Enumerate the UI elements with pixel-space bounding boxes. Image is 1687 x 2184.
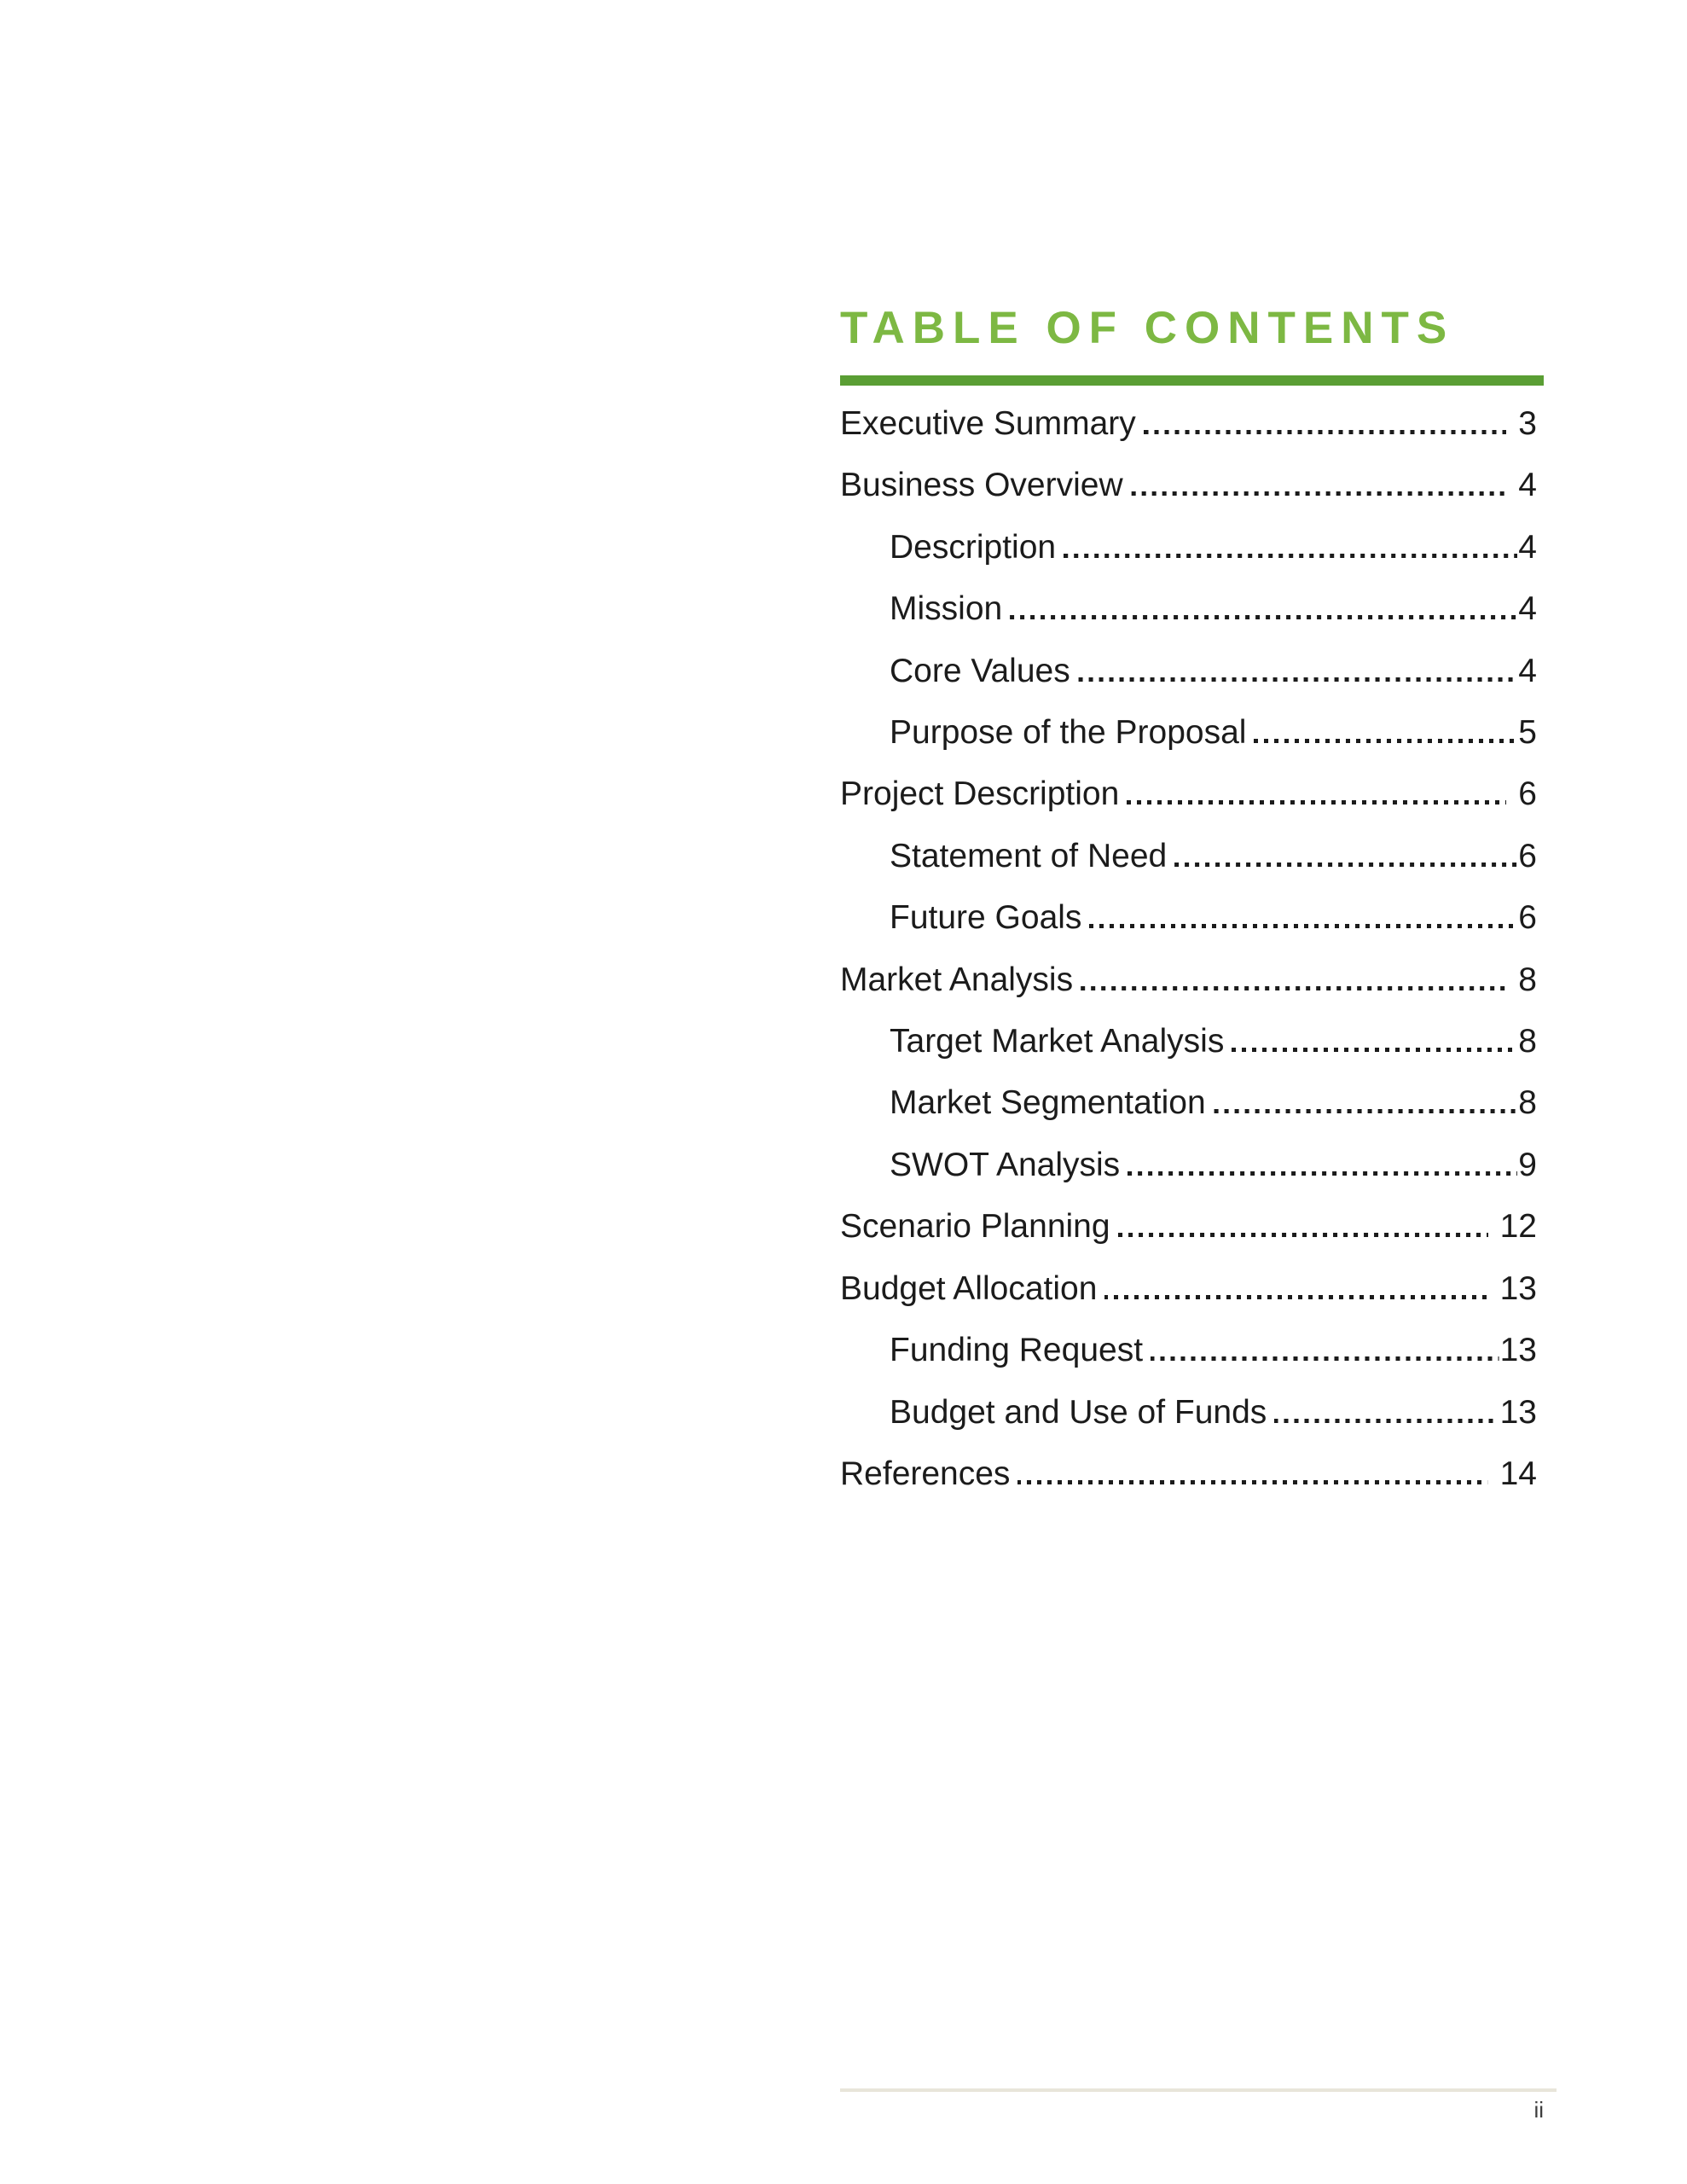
toc-leader-dots (1274, 1418, 1499, 1423)
toc-entry-label: Core Values (890, 652, 1070, 689)
toc-entry-page: 5 (1518, 714, 1537, 752)
toc-entry[interactable]: Business Overview 4 (840, 455, 1544, 516)
toc-entry-label: Target Market Analysis (890, 1023, 1225, 1060)
toc-list: Executive Summary 3 Business Overview 4 … (840, 393, 1544, 1505)
toc-entry-label: Funding Request (890, 1332, 1144, 1369)
toc-entry-label: Scenario Planning (840, 1208, 1110, 1246)
footer-rule (840, 2088, 1557, 2092)
toc-leader-dots (1064, 553, 1518, 558)
toc-entry[interactable]: Mission 4 (840, 578, 1544, 640)
toc-entry-page: 12 (1499, 1208, 1537, 1246)
toc-entry[interactable]: Core Values 4 (840, 641, 1544, 702)
toc-entry-page: 4 (1518, 590, 1537, 628)
toc-leader-dots (1174, 862, 1518, 867)
toc-entry-page: 9 (1518, 1146, 1537, 1183)
toc-entry[interactable]: Funding Request 13 (840, 1320, 1544, 1381)
toc-entry-page: 8 (1518, 1023, 1537, 1060)
toc-entry[interactable]: Executive Summary 3 (840, 393, 1544, 455)
toc-entry[interactable]: Statement of Need 6 (840, 826, 1544, 887)
toc-entry-page: 13 (1499, 1393, 1537, 1431)
toc-entry-label: Market Segmentation (890, 1084, 1206, 1122)
toc-entry[interactable]: Scenario Planning 12 (840, 1196, 1544, 1258)
toc-entry-page: 3 (1518, 405, 1537, 442)
toc-entry-page: 13 (1499, 1332, 1537, 1369)
toc-entry-page: 8 (1518, 961, 1537, 998)
toc-entry[interactable]: Project Description 6 (840, 764, 1544, 825)
toc-entry[interactable]: SWOT Analysis 9 (840, 1135, 1544, 1196)
toc-entry-page: 6 (1518, 775, 1537, 813)
toc-entry-page: 4 (1518, 467, 1537, 504)
toc-leader-dots (1010, 615, 1518, 620)
toc-entry-label: Project Description (840, 775, 1120, 813)
toc-entry[interactable]: Target Market Analysis 8 (840, 1011, 1544, 1072)
toc-leader-dots (1017, 1479, 1488, 1484)
toc-entry[interactable]: Market Analysis 8 (840, 950, 1544, 1011)
toc-entry-label: Mission (890, 590, 1003, 628)
toc-leader-dots (1104, 1294, 1488, 1299)
toc-entry-label: Purpose of the Proposal (890, 714, 1247, 752)
toc-entry-label: Executive Summary (840, 405, 1136, 442)
toc-entry[interactable]: Description 4 (840, 517, 1544, 578)
footer-page-number: ii (1533, 2097, 1544, 2123)
toc-entry-page: 4 (1518, 652, 1537, 689)
toc-entry[interactable]: Budget and Use of Funds 13 (840, 1382, 1544, 1443)
toc-entry-label: Budget Allocation (840, 1269, 1098, 1307)
toc-leader-dots (1213, 1109, 1518, 1114)
toc-entry[interactable]: Purpose of the Proposal 5 (840, 702, 1544, 764)
toc-entry[interactable]: References 14 (840, 1443, 1544, 1505)
toc-leader-dots (1130, 491, 1507, 497)
toc-entry-page: 6 (1518, 899, 1537, 937)
toc-entry-label: Statement of Need (890, 837, 1168, 874)
toc-entry-label: Future Goals (890, 899, 1082, 937)
toc-entry-label: References (840, 1455, 1011, 1492)
toc-entry[interactable]: Future Goals 6 (840, 887, 1544, 949)
toc-entry-page: 4 (1518, 528, 1537, 566)
toc-leader-dots (1077, 677, 1518, 682)
toc-entry-page: 13 (1499, 1269, 1537, 1307)
toc-leader-dots (1254, 739, 1518, 744)
toc-entry-label: Market Analysis (840, 961, 1074, 998)
toc-leader-dots (1089, 924, 1518, 929)
toc-leader-dots (1143, 430, 1507, 434)
toc-leader-dots (1081, 985, 1507, 990)
toc-leader-dots (1117, 1233, 1488, 1238)
toc-entry-page: 14 (1499, 1455, 1537, 1492)
toc-entry[interactable]: Budget Allocation 13 (840, 1258, 1544, 1320)
toc-heading: TABLE OF CONTENTS (840, 303, 1455, 353)
toc-leader-dots (1151, 1356, 1499, 1362)
toc-heading-rule (840, 375, 1544, 386)
toc-entry-label: SWOT Analysis (890, 1146, 1121, 1183)
toc-entry-page: 8 (1518, 1084, 1537, 1122)
toc-leader-dots (1232, 1048, 1518, 1053)
toc-entry-label: Description (890, 528, 1057, 566)
toc-entry-label: Budget and Use of Funds (890, 1393, 1267, 1431)
toc-entry-page: 6 (1518, 837, 1537, 874)
toc-entry[interactable]: Market Segmentation 8 (840, 1072, 1544, 1134)
toc-entry-label: Business Overview (840, 467, 1123, 504)
toc-leader-dots (1128, 1170, 1518, 1176)
toc-leader-dots (1127, 800, 1507, 805)
